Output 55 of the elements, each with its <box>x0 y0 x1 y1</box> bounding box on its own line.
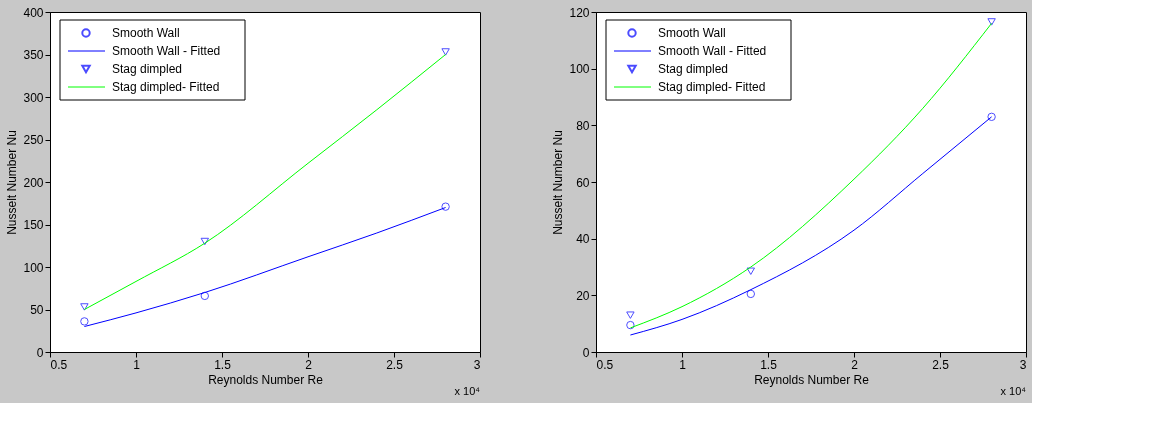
y-tick-label: 20 <box>576 288 590 303</box>
x-tick-label: 1.5 <box>760 357 778 372</box>
y-tick-label: 60 <box>576 175 590 190</box>
y-axis-title: Nusselt Number Nu <box>5 130 20 235</box>
legend-label: Stag dimpled- Fitted <box>112 80 220 94</box>
x-axis-title: Reynolds Number Re <box>208 372 324 387</box>
point <box>987 18 996 26</box>
line-series <box>629 116 993 336</box>
legend-label: Stag dimpled <box>112 62 183 76</box>
y-tick-label: 40 <box>576 232 590 247</box>
point <box>987 112 996 122</box>
point <box>626 320 635 330</box>
x-tick-label: 2.5 <box>386 357 404 372</box>
legend-label: Smooth Wall - Fitted <box>112 44 221 58</box>
y-tick-label: 120 <box>569 5 590 20</box>
legend-label: Stag dimpled <box>658 62 729 76</box>
y-tick-label: 100 <box>23 260 44 275</box>
y-tick-label: 0 <box>36 345 44 360</box>
legend-label: Smooth Wall <box>112 26 180 40</box>
x-tick-label: 2 <box>305 357 313 372</box>
point <box>441 202 450 211</box>
point <box>746 267 756 275</box>
point <box>626 311 635 319</box>
x-axis-title: Reynolds Number Re <box>754 372 870 387</box>
x-tick-label: 3 <box>473 357 481 372</box>
text: x 10⁴ <box>454 385 481 397</box>
x-tick-label: 1.5 <box>214 357 232 372</box>
y-tick-label: 300 <box>23 90 44 105</box>
point <box>80 317 89 326</box>
legend-label: Smooth Wall <box>658 26 726 40</box>
y-tick-label: 0 <box>582 345 590 360</box>
x-tick-label: 0.5 <box>596 357 614 372</box>
text: x 10⁴ <box>1000 385 1027 397</box>
x-tick-label: 2 <box>851 357 859 372</box>
x-tick-label: 2.5 <box>932 357 950 372</box>
y-tick-label: 350 <box>23 48 44 62</box>
y-tick-label: 250 <box>23 133 44 147</box>
y-tick-label: 50 <box>30 303 44 317</box>
legend-label: Smooth Wall - Fitted <box>658 44 767 58</box>
y-tick-label: 200 <box>23 175 44 190</box>
point <box>746 289 756 299</box>
point <box>200 237 210 246</box>
point <box>200 291 210 301</box>
legend-label: Stag dimpled- Fitted <box>658 80 766 94</box>
point <box>441 48 450 56</box>
y-tick-label: 100 <box>569 62 590 77</box>
y-tick-label: 150 <box>23 218 44 232</box>
x-tick-label: 3 <box>1019 357 1027 372</box>
x-tick-label: 1 <box>679 357 687 372</box>
x-tick-label: 0.5 <box>50 357 68 372</box>
x-tick-label: 1 <box>133 357 141 372</box>
point <box>80 303 89 311</box>
y-tick-label: 400 <box>23 5 44 20</box>
y-tick-label: 80 <box>576 118 590 133</box>
y-axis-title: Nusselt Number Nu <box>551 130 566 235</box>
